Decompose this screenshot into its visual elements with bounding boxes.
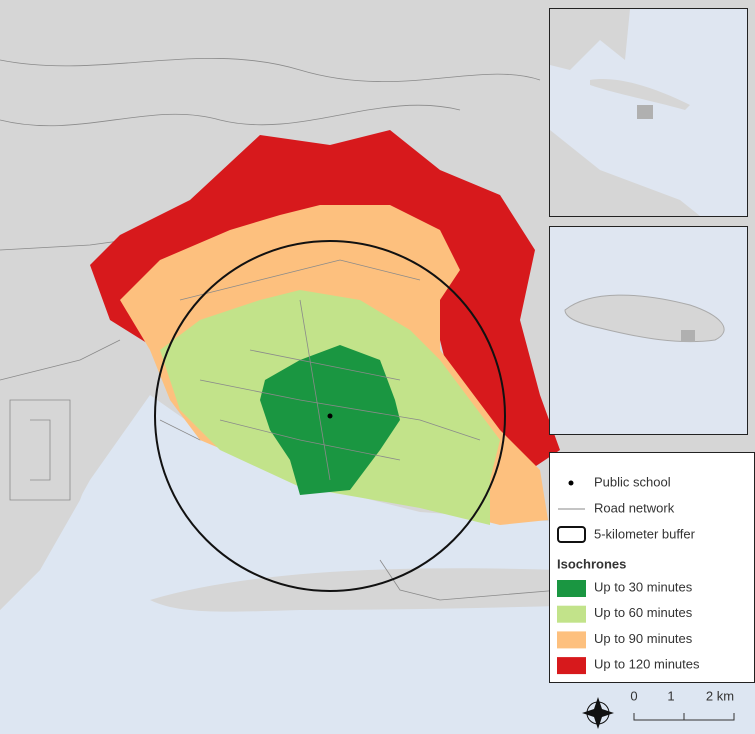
urban-roads [179, 259, 481, 481]
legend-swatch [557, 631, 586, 649]
legend-label: Public school [594, 474, 671, 489]
north-arrow-ring [586, 701, 610, 725]
legend-swatch [557, 580, 586, 597]
inset-jamaica [549, 226, 748, 435]
scale-bar: 0 1 2 km [582, 688, 735, 729]
legend-label: Up to 90 minutes [594, 631, 693, 646]
legend-swatch [557, 657, 586, 675]
legend-label: 5-kilometer buffer [594, 526, 696, 541]
buffer [154, 240, 506, 592]
isochrone-legend: Up to 30 minutes Up to 60 minutes Up to 90… [557, 579, 700, 675]
legend-label: Up to 60 minutes [594, 605, 693, 620]
legend: Public school Road network 5-kilometer b… [549, 452, 755, 683]
legend-label: Up to 30 minutes [594, 579, 693, 594]
inset-caribbean [549, 8, 748, 217]
legend-label: Road network [594, 500, 675, 515]
scale-label: 0 [630, 688, 637, 703]
scale-label: 2 km [706, 688, 734, 703]
school [327, 413, 333, 419]
legend-swatch [557, 605, 586, 623]
legend-school-symbol [568, 480, 574, 486]
scale-line [633, 713, 735, 721]
legend-buffer-symbol [557, 526, 586, 543]
north-arrow [582, 697, 614, 729]
scale-label: 1 [667, 688, 674, 703]
isochrone-30 [260, 345, 400, 495]
legend-label: Up to 120 minutes [594, 657, 700, 672]
legend-title: Isochrones [557, 556, 626, 571]
